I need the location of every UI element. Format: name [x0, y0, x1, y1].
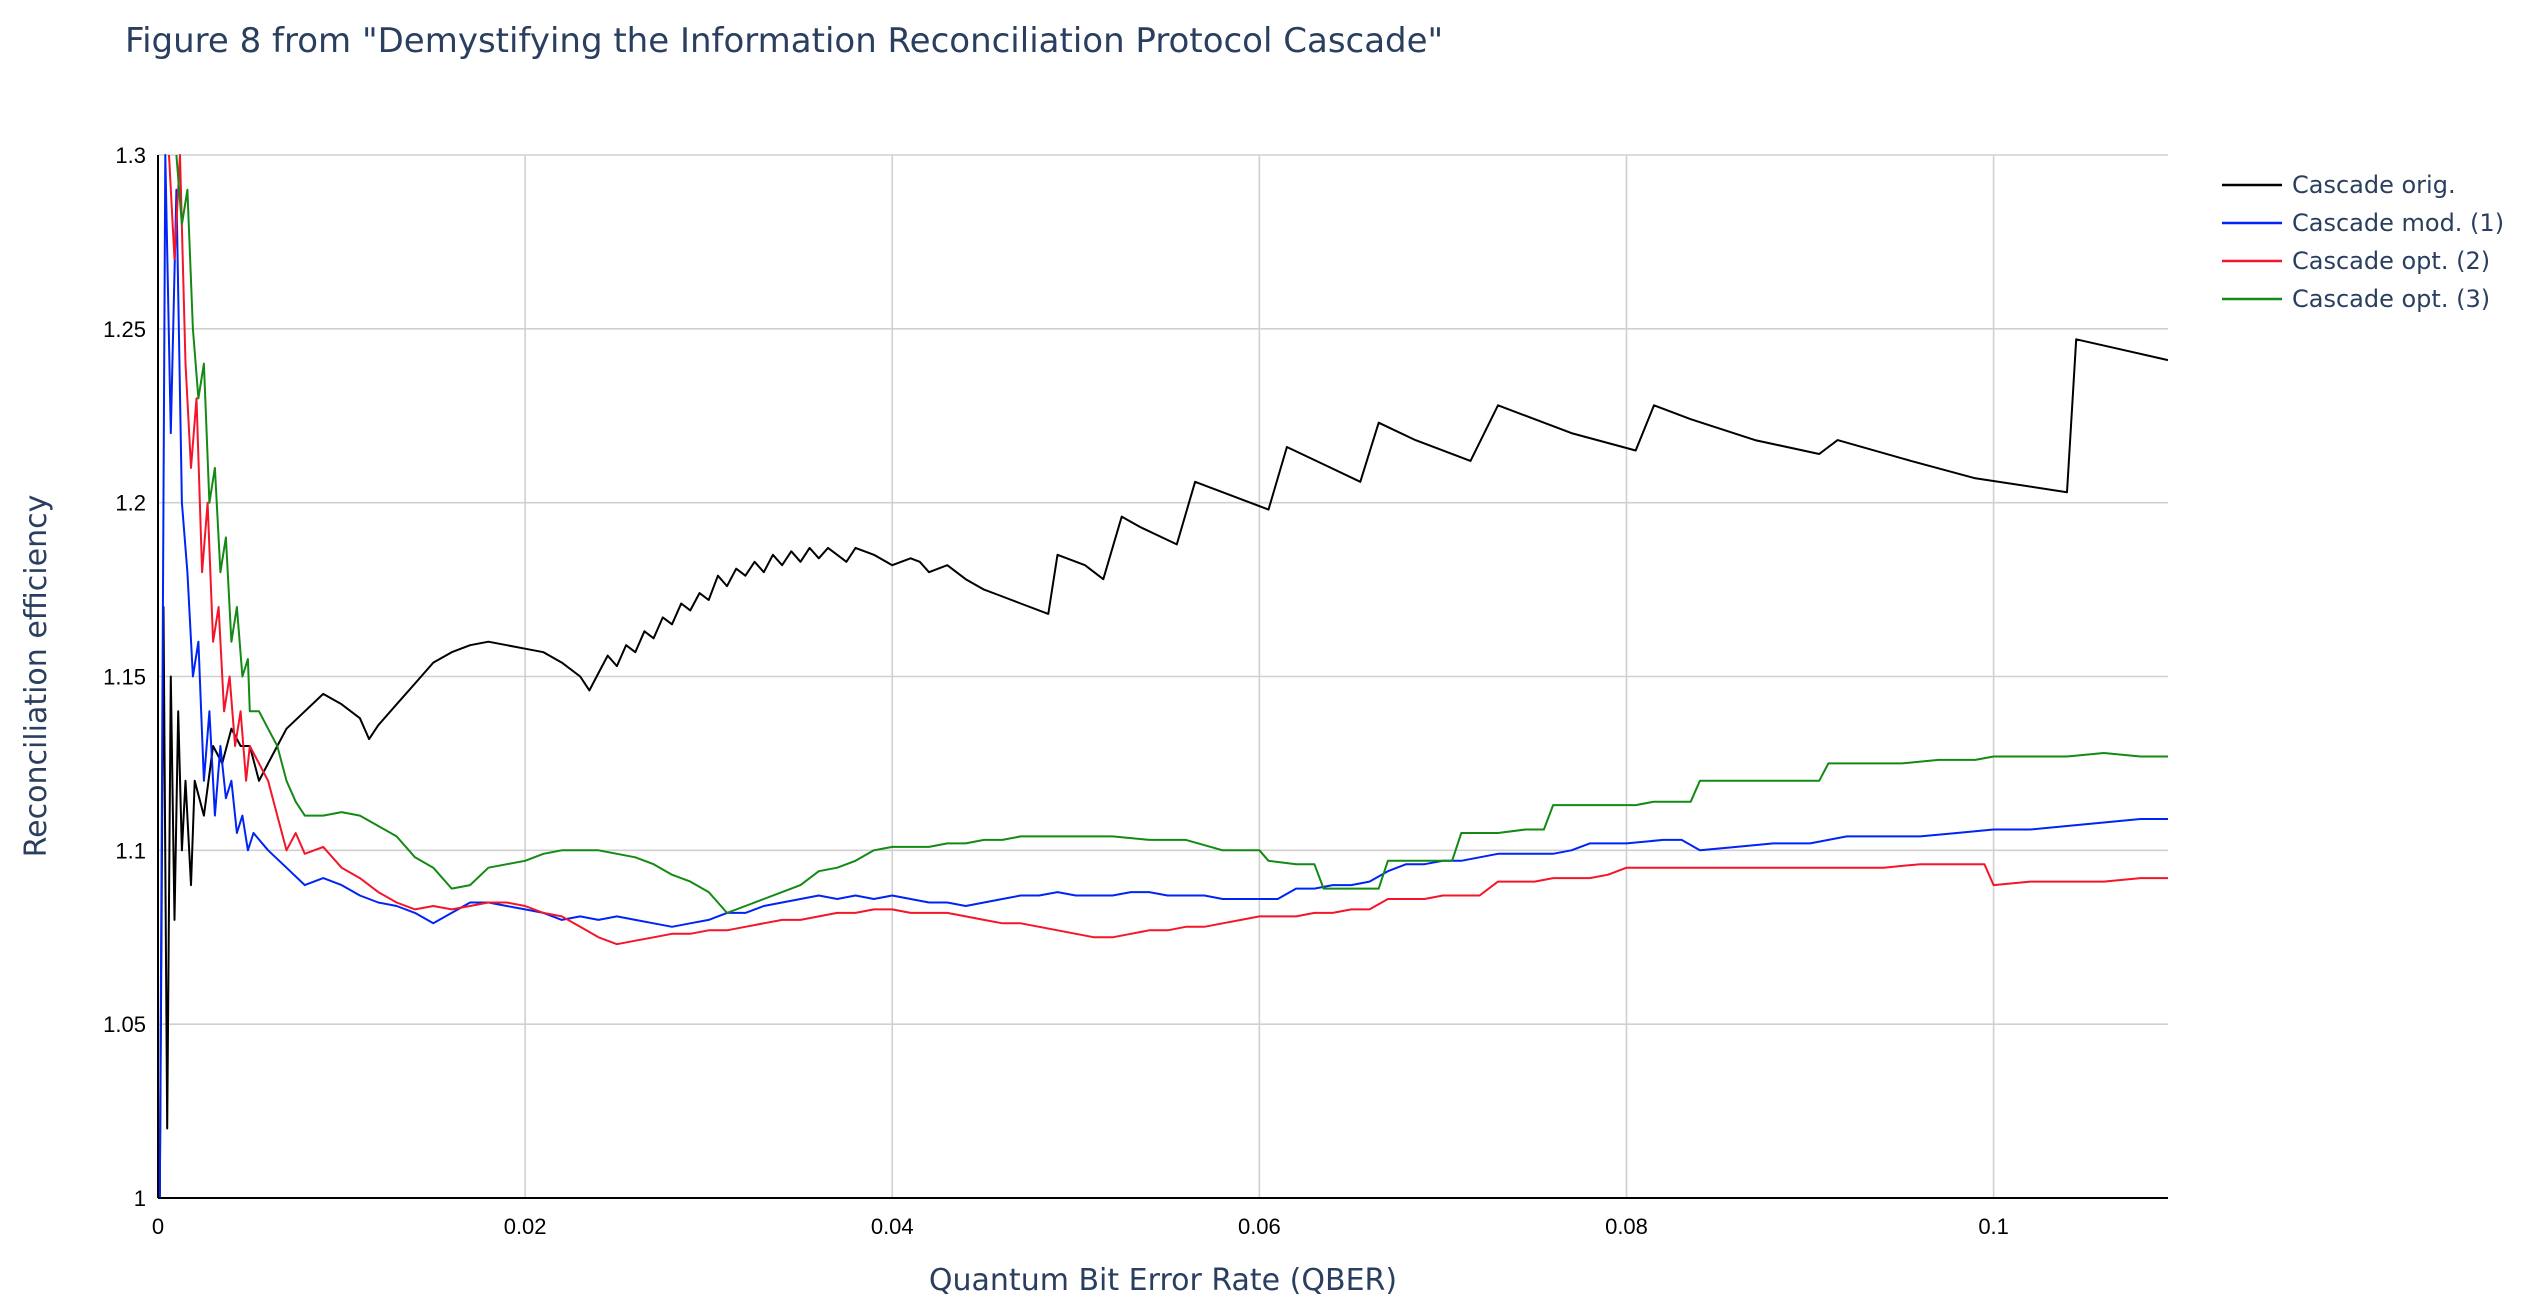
legend-label: Cascade orig.	[2292, 171, 2456, 199]
series-line-1	[158, 338, 2168, 1199]
x-tick-label: 0.06	[1238, 1214, 1281, 1239]
y-tick-label: 1	[134, 1186, 146, 1211]
chart-title: Figure 8 from "Demystifying the Informat…	[125, 21, 1443, 61]
legend-item[interactable]: Cascade orig.	[2222, 171, 2456, 199]
series-line-3	[168, 154, 2168, 946]
y-tick-label: 1.3	[115, 143, 146, 168]
legend-label: Cascade opt. (3)	[2292, 285, 2490, 313]
legend-item[interactable]: Cascade opt. (3)	[2222, 285, 2490, 313]
x-tick-label: 0.04	[871, 1214, 914, 1239]
series-line-2	[158, 154, 2168, 1199]
y-tick-labels: 1 1.05 1.1 1.15 1.2 1.25 1.3	[103, 143, 146, 1211]
x-axis-title: Quantum Bit Error Rate (QBER)	[929, 1263, 1397, 1298]
series-line-4	[175, 154, 2168, 914]
legend-label: Cascade mod. (1)	[2292, 209, 2504, 237]
x-tick-label: 0.1	[1978, 1214, 2009, 1239]
x-tick-label: 0	[152, 1214, 164, 1239]
legend-item[interactable]: Cascade mod. (1)	[2222, 209, 2504, 237]
y-tick-label: 1.2	[115, 491, 146, 516]
series-layer	[158, 154, 2168, 1199]
gridlines	[158, 154, 2168, 1198]
x-tick-labels: 0 0.02 0.04 0.06 0.08 0.1	[152, 1214, 2009, 1239]
legend: Cascade orig. Cascade mod. (1) Cascade opt…	[2222, 171, 2504, 313]
x-tick-label: 0.02	[504, 1214, 547, 1239]
y-tick-label: 1.1	[115, 838, 146, 863]
legend-label: Cascade opt. (2)	[2292, 247, 2490, 275]
legend-item[interactable]: Cascade opt. (2)	[2222, 247, 2490, 275]
y-tick-label: 1.05	[103, 1012, 146, 1037]
x-tick-label: 0.08	[1605, 1214, 1648, 1239]
y-tick-label: 1.25	[103, 317, 146, 342]
y-axis-title: Reconciliation efficiency	[19, 495, 54, 858]
y-tick-label: 1.15	[103, 665, 146, 690]
axes	[157, 155, 2168, 1199]
